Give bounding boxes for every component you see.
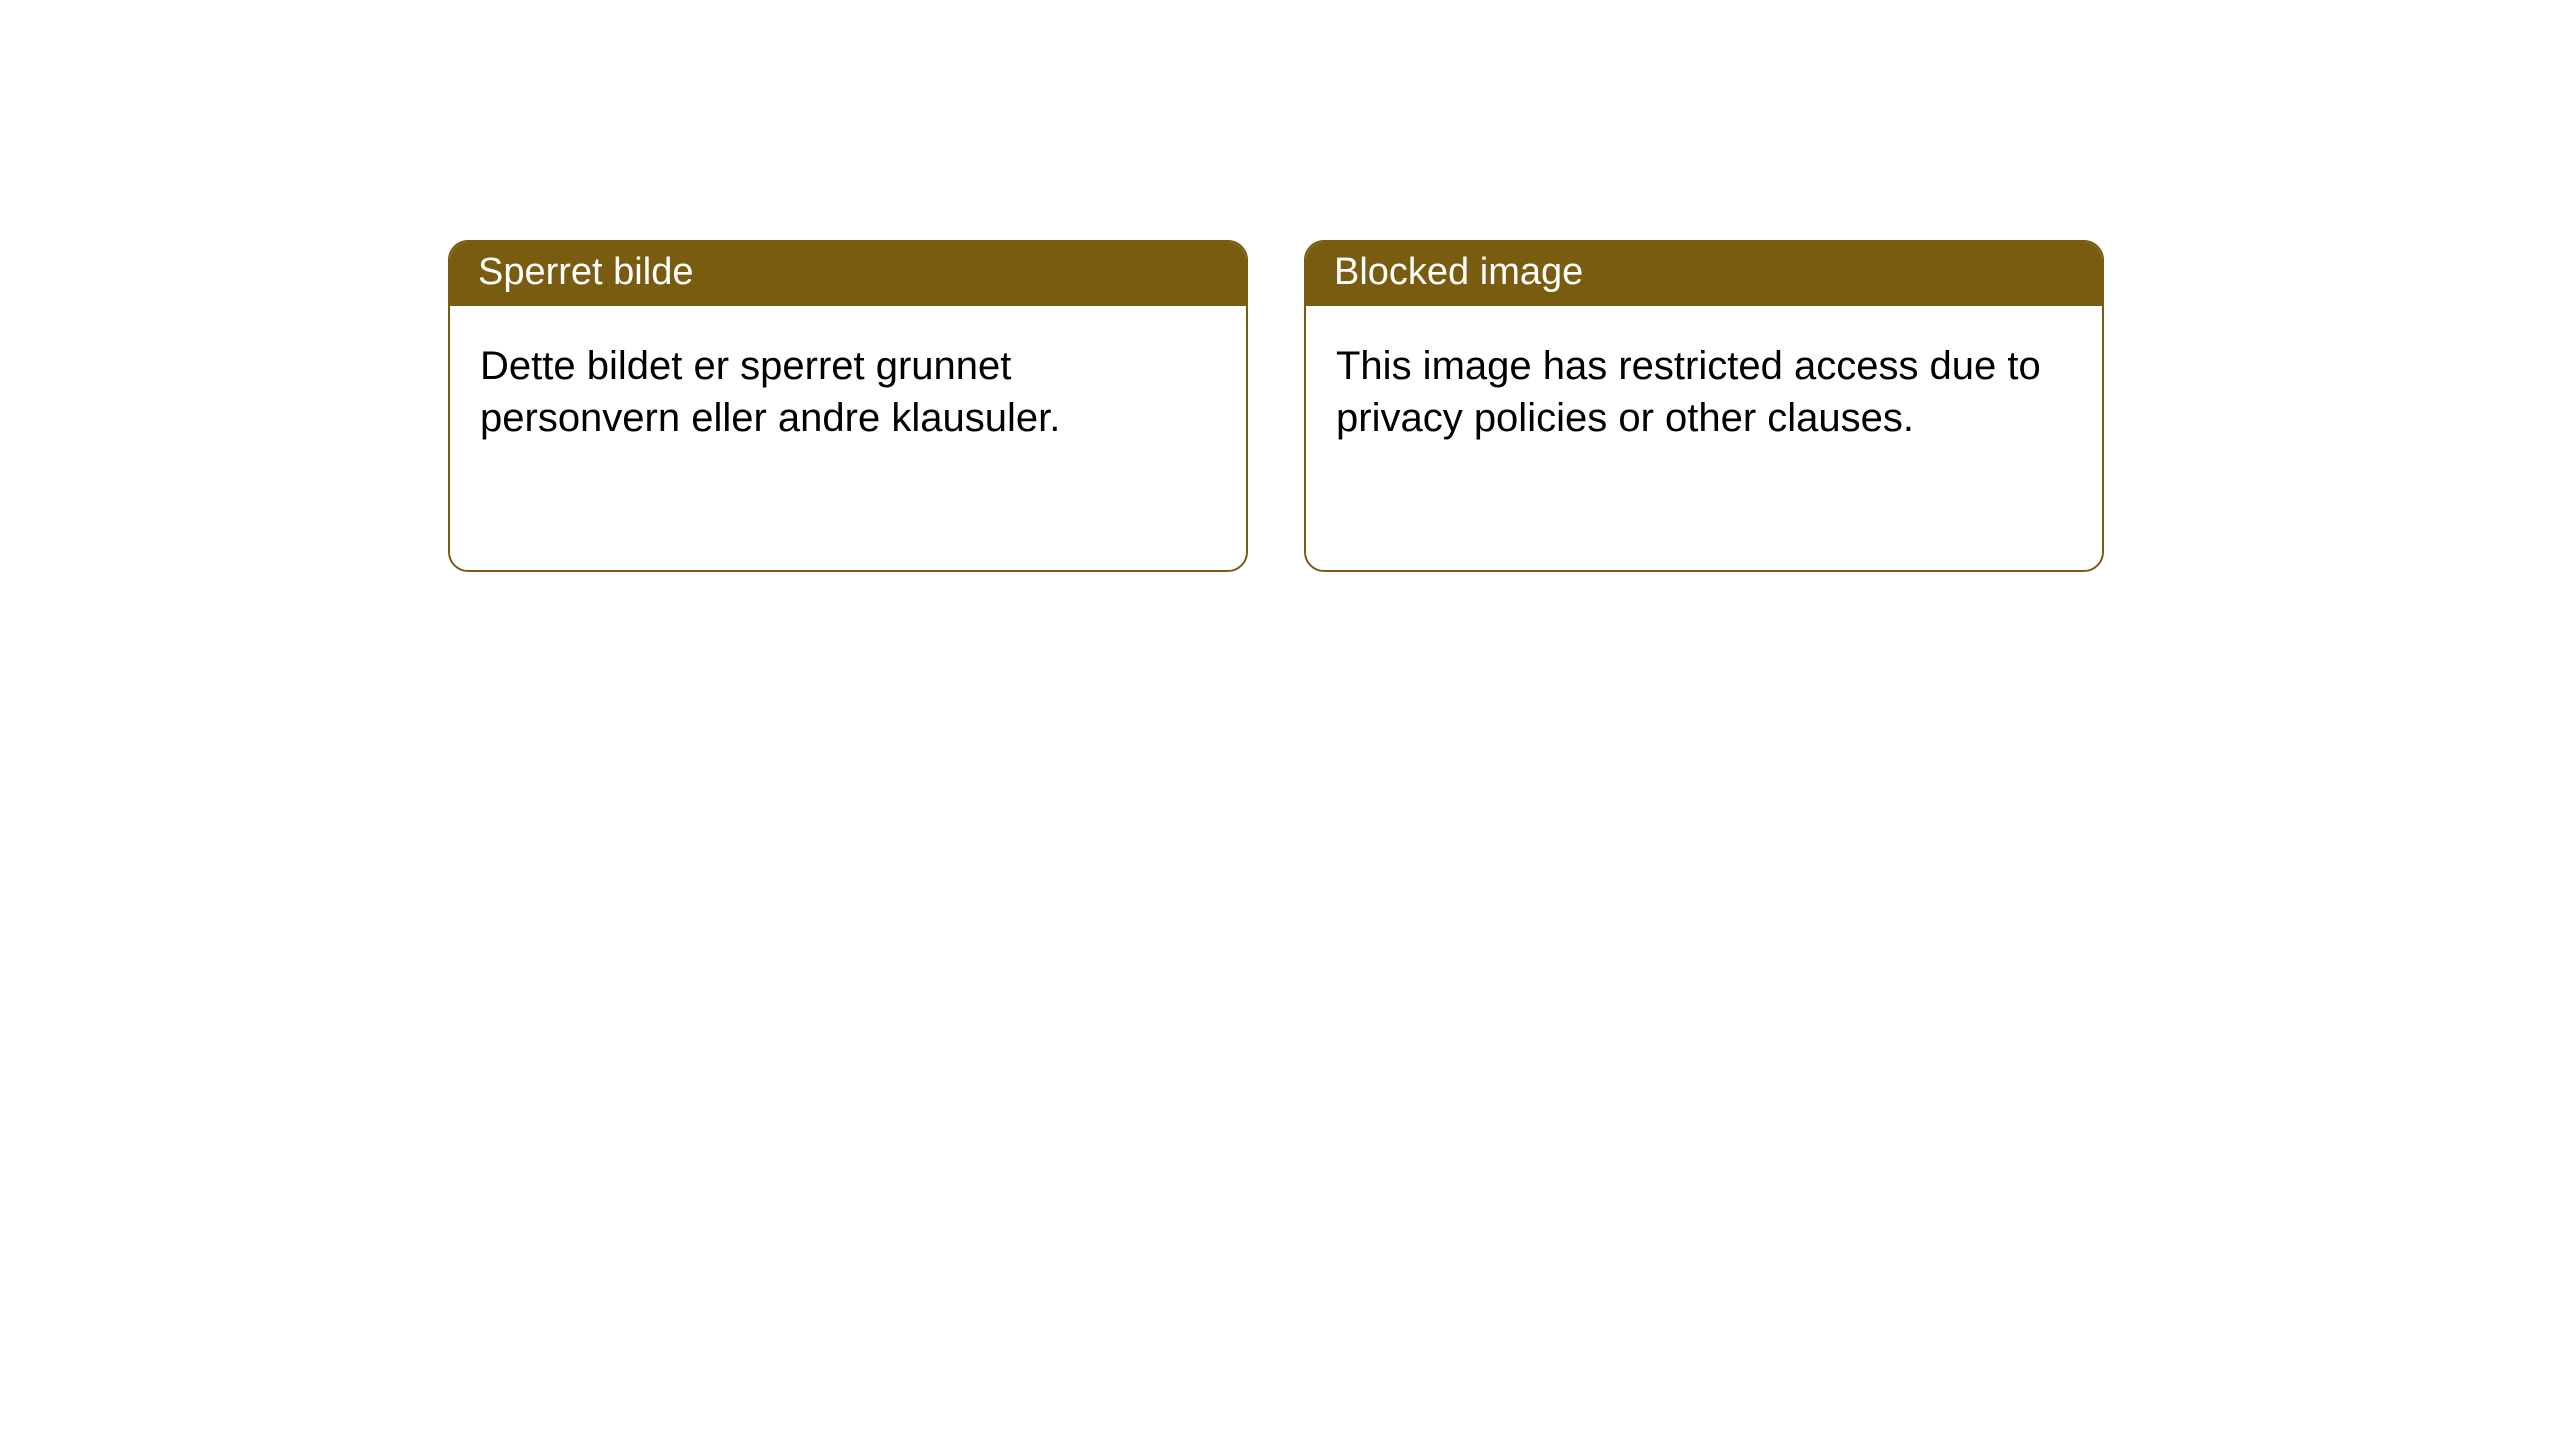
notice-body-english: This image has restricted access due to … (1306, 306, 2102, 474)
notice-card-norwegian: Sperret bilde Dette bildet er sperret gr… (448, 240, 1248, 572)
notice-body-norwegian: Dette bildet er sperret grunnet personve… (450, 306, 1246, 474)
notice-title-norwegian: Sperret bilde (450, 242, 1246, 306)
notice-title-english: Blocked image (1306, 242, 2102, 306)
notice-card-english: Blocked image This image has restricted … (1304, 240, 2104, 572)
notice-container: Sperret bilde Dette bildet er sperret gr… (448, 240, 2104, 572)
